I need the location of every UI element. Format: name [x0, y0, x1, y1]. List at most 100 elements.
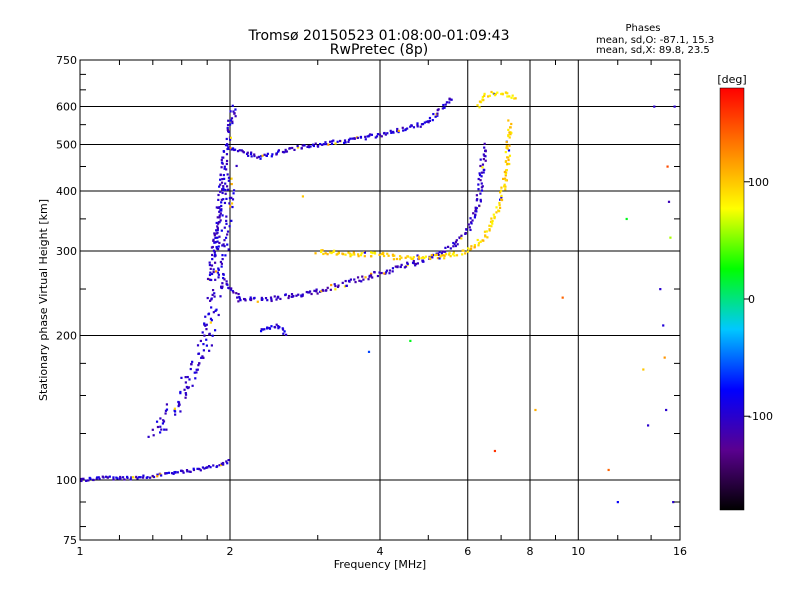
data-point [353, 278, 356, 281]
data-point [367, 278, 370, 281]
data-point [270, 298, 273, 301]
data-point [561, 296, 564, 299]
data-point [206, 466, 209, 469]
data-point [497, 209, 500, 212]
data-point [214, 278, 217, 281]
data-point [301, 144, 304, 147]
data-point [440, 254, 443, 257]
data-point [500, 198, 504, 202]
data-point [430, 254, 433, 257]
data-point [625, 217, 628, 221]
y-tick-label: 400 [56, 185, 77, 198]
data-point [479, 200, 482, 203]
data-point [186, 375, 189, 379]
data-point [347, 138, 351, 141]
data-point [392, 254, 395, 257]
data-point [223, 239, 226, 242]
data-point [330, 140, 334, 143]
data-point [229, 119, 232, 122]
data-point [256, 156, 259, 159]
data-point [227, 248, 230, 251]
data-point [220, 198, 223, 201]
data-point [160, 474, 163, 477]
data-point [149, 476, 152, 479]
data-point [225, 159, 229, 163]
data-point [278, 325, 281, 329]
data-point [349, 278, 352, 281]
data-point [227, 146, 230, 149]
data-point [253, 296, 256, 300]
data-point [217, 198, 220, 202]
data-point [211, 245, 214, 249]
data-point [249, 296, 252, 299]
data-point [213, 241, 217, 244]
data-point [230, 202, 234, 205]
data-point [476, 238, 479, 242]
data-point [129, 478, 132, 481]
data-point [194, 377, 197, 380]
data-point [193, 371, 196, 374]
data-point [234, 108, 237, 111]
data-point [220, 229, 223, 232]
data-point [195, 368, 198, 371]
data-point [241, 150, 244, 153]
data-point [504, 177, 507, 180]
data-point [500, 92, 503, 96]
data-point [223, 201, 227, 205]
data-point [230, 148, 233, 151]
data-point [475, 199, 478, 202]
data-point [226, 283, 229, 286]
data-point [336, 285, 340, 289]
data-point [431, 256, 434, 259]
data-point [431, 253, 435, 257]
data-point [490, 225, 493, 228]
data-point [291, 146, 294, 150]
data-point [665, 408, 668, 412]
data-point [359, 254, 363, 257]
data-point [231, 198, 235, 201]
data-point [221, 189, 225, 192]
data-point [475, 210, 478, 213]
data-point [333, 249, 336, 252]
data-point [490, 90, 493, 94]
data-point [475, 207, 478, 210]
data-point [228, 197, 232, 200]
data-point [229, 147, 232, 150]
data-point [492, 213, 495, 216]
data-point [112, 478, 115, 481]
data-point [479, 240, 482, 243]
data-point [363, 255, 366, 258]
data-point [296, 144, 299, 148]
data-point [281, 327, 284, 330]
data-point [506, 156, 509, 159]
data-point [493, 215, 496, 219]
data-point [388, 269, 392, 272]
phase-stats-o: mean, sd,O: -87.1, 15.3 [596, 35, 714, 46]
data-point [444, 103, 447, 106]
data-point [500, 189, 503, 192]
data-point [184, 396, 187, 399]
chart-subtitle: RwPretec (8p) [330, 42, 428, 58]
data-point [509, 126, 512, 129]
data-point [359, 135, 363, 139]
data-point [214, 236, 217, 239]
data-point [416, 122, 419, 125]
data-point [448, 101, 451, 104]
data-point [334, 284, 337, 288]
data-point [378, 133, 382, 136]
data-point [481, 98, 484, 102]
data-point [282, 332, 285, 335]
data-point [203, 322, 206, 325]
data-point [307, 145, 310, 148]
data-point [223, 226, 226, 229]
data-point [236, 296, 239, 299]
data-point [483, 146, 486, 149]
data-point [191, 384, 194, 387]
data-point [269, 296, 273, 299]
data-point [445, 101, 449, 104]
x-tick-label: 8 [527, 545, 534, 558]
data-point [239, 299, 242, 302]
data-point [151, 428, 154, 431]
data-point [270, 325, 273, 328]
data-point [250, 155, 253, 158]
